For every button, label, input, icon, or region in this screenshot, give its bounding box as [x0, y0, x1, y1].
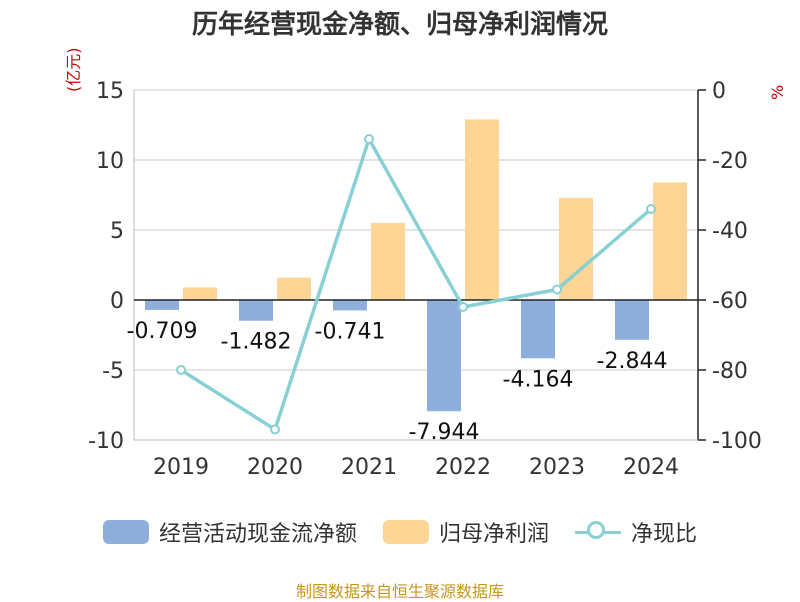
cashflow-bar-2023: [521, 300, 555, 359]
ratio-point-2019: [176, 365, 186, 375]
legend-swatch-profit: [382, 520, 429, 544]
left-tick-label-5: -10: [88, 429, 124, 454]
left-tick-label-2: 5: [110, 219, 124, 244]
cashflow-value-label-2021: -0.741: [315, 319, 386, 344]
profit-bar-2020: [277, 277, 311, 300]
category-label-2022: 2022: [435, 455, 491, 480]
legend-swatch-ratio: [575, 520, 621, 544]
cashflow-bar-2022: [427, 300, 461, 412]
ratio-line: [176, 134, 656, 435]
legend-item-profit[interactable]: 归母净利润: [382, 516, 549, 548]
cashflow-bar-2019: [145, 300, 179, 310]
grid-lines: [134, 89, 698, 441]
cashflow-value-label-2023: -4.164: [503, 367, 574, 392]
profit-bar-2019: [183, 287, 217, 300]
source-note: 制图数据来自恒生聚源数据库: [295, 582, 504, 601]
left-tick-label-4: -5: [102, 359, 124, 384]
right-tick-label-5: -100: [712, 429, 762, 454]
right-tick-label-3: -60: [712, 289, 748, 314]
axes: [133, 89, 706, 441]
ratio-point-2021: [364, 134, 374, 144]
cashflow-bar-2024: [615, 300, 649, 340]
cashflow-bars: [145, 300, 649, 412]
category-label-2020: 2020: [247, 455, 303, 480]
profit-bar-2022: [465, 119, 499, 301]
category-label-2021: 2021: [341, 455, 397, 480]
profit-bar-2024: [653, 182, 687, 300]
cashflow-bar-2020: [239, 300, 273, 321]
chart-title: 历年经营现金净额、归母净利润情况: [191, 10, 608, 40]
category-label-2023: 2023: [529, 455, 585, 480]
cashflow-value-label-2022: -7.944: [409, 420, 480, 445]
category-label-2024: 2024: [623, 455, 679, 480]
legend: 经营活动现金流净额 归母净利润 净现比: [0, 516, 800, 548]
right-tick-label-0: 0: [712, 79, 726, 104]
ratio-polyline: [180, 137, 653, 432]
cashflow-bar-2021: [333, 300, 367, 311]
left-tick-label-3: 0: [110, 289, 124, 314]
left-tick-label-0: 15: [96, 79, 124, 104]
cashflow-value-label-2019: -0.709: [127, 319, 198, 344]
ratio-point-2022: [458, 302, 468, 312]
data-labels: -0.709 -1.482 -0.741 -7.944 -4.164 -2.844: [127, 319, 668, 445]
right-tick-label-2: -40: [712, 219, 748, 244]
profit-bar-2021: [371, 223, 405, 300]
legend-item-ratio[interactable]: 净现比: [575, 516, 697, 548]
legend-label-ratio: 净现比: [631, 522, 698, 547]
legend-label-profit: 归母净利润: [438, 522, 549, 547]
legend-swatch-cashflow: [102, 520, 149, 544]
ratio-point-2023: [552, 284, 562, 295]
right-tick-label-4: -80: [712, 359, 748, 384]
cashflow-value-label-2024: -2.844: [597, 349, 668, 374]
left-tick-label-1: 10: [96, 149, 124, 174]
profit-bars: [183, 119, 687, 301]
category-label-2019: 2019: [153, 455, 209, 480]
cashflow-value-label-2020: -1.482: [221, 330, 292, 355]
legend-item-cashflow[interactable]: 经营活动现金流净额: [102, 516, 357, 548]
legend-label-cashflow: 经营活动现金流净额: [158, 522, 357, 547]
right-tick-label-1: -20: [712, 149, 748, 174]
ratio-point-2024: [646, 204, 656, 214]
ratio-point-2020: [270, 424, 280, 435]
